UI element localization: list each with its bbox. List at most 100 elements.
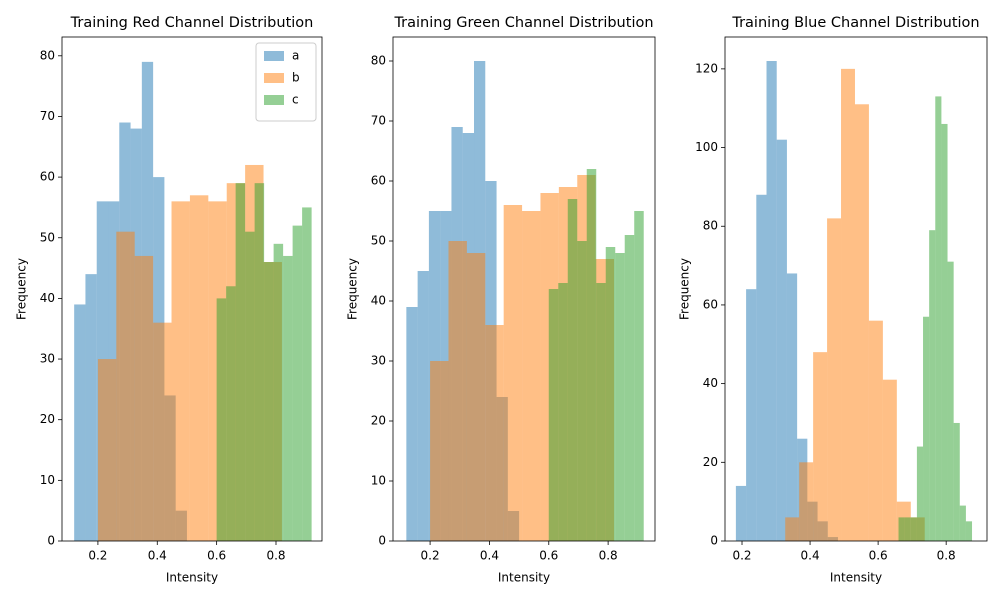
y-tick-label: 60 bbox=[703, 297, 718, 311]
y-tick-label: 120 bbox=[695, 61, 718, 75]
histogram-bar bbox=[503, 205, 523, 541]
legend-label: b bbox=[292, 71, 300, 85]
y-tick-label: 60 bbox=[40, 170, 55, 184]
axes-frame bbox=[61, 36, 323, 542]
y-tick-label: 0 bbox=[710, 534, 718, 548]
histogram-bar bbox=[85, 274, 97, 541]
y-tick-label: 50 bbox=[40, 230, 55, 244]
axes-frame bbox=[392, 36, 656, 542]
histogram-bar bbox=[953, 422, 960, 541]
histogram-bar bbox=[283, 255, 293, 541]
histogram-bar bbox=[868, 320, 883, 541]
x-axis-label: Intensity bbox=[166, 571, 218, 585]
histogram-bar bbox=[558, 283, 568, 541]
chart-title: Training Red Channel Distribution bbox=[70, 15, 314, 31]
x-tick-label: 0.8 bbox=[266, 549, 285, 563]
histogram-bar bbox=[756, 194, 767, 541]
histogram-bar bbox=[916, 446, 924, 541]
histogram-bar bbox=[735, 485, 747, 541]
histogram-bar bbox=[854, 104, 869, 541]
legend-swatch bbox=[264, 51, 284, 61]
histogram-bar bbox=[596, 283, 606, 541]
chart-title: Training Green Channel Distribution bbox=[393, 15, 653, 31]
histogram-bar bbox=[605, 247, 616, 541]
histogram-bar bbox=[799, 462, 814, 541]
histogram-bar bbox=[904, 517, 911, 541]
y-axis-label: Frequency bbox=[346, 258, 360, 320]
histogram-bar bbox=[417, 271, 429, 541]
histogram-bar bbox=[785, 517, 800, 541]
x-tick-label: 0.6 bbox=[539, 549, 558, 563]
chart-title: Training Blue Channel Distribution bbox=[731, 15, 979, 31]
x-axis-label: Intensity bbox=[498, 571, 550, 585]
histogram-bar bbox=[898, 517, 905, 541]
y-tick-label: 0 bbox=[378, 534, 386, 548]
histogram-bar bbox=[226, 286, 236, 541]
y-tick-label: 10 bbox=[40, 473, 55, 487]
x-tick-label: 0.2 bbox=[421, 549, 440, 563]
histogram-bar bbox=[189, 195, 209, 542]
x-tick-label: 0.4 bbox=[480, 549, 499, 563]
histogram-bar bbox=[171, 201, 190, 541]
histogram-bar bbox=[406, 307, 418, 541]
histogram-bar bbox=[216, 298, 227, 541]
plot-area bbox=[735, 61, 973, 542]
histogram-bar bbox=[116, 231, 135, 541]
histogram-bar bbox=[567, 199, 578, 541]
histogram-bar bbox=[74, 304, 86, 541]
histogram-bar bbox=[776, 139, 787, 541]
histogram-bar bbox=[235, 183, 246, 541]
histogram-bar bbox=[153, 322, 172, 541]
legend-swatch bbox=[264, 73, 284, 83]
histogram-bar bbox=[245, 231, 255, 541]
plot-area bbox=[406, 61, 644, 541]
legend-swatch bbox=[264, 95, 284, 105]
histogram-bar bbox=[766, 61, 777, 541]
x-tick-label: 0.8 bbox=[937, 549, 956, 563]
histogram-bar bbox=[548, 289, 559, 541]
histogram-bar bbox=[935, 96, 942, 541]
legend-label: a bbox=[292, 49, 299, 63]
x-tick-label: 0.6 bbox=[207, 549, 226, 563]
histogram-bar bbox=[841, 68, 855, 542]
y-tick-label: 80 bbox=[371, 54, 386, 68]
histogram-bar bbox=[624, 235, 635, 541]
histogram-bar bbox=[97, 359, 117, 541]
plot-area bbox=[74, 61, 312, 542]
x-tick-label: 0.8 bbox=[599, 549, 618, 563]
y-tick-label: 60 bbox=[371, 174, 386, 188]
x-tick-label: 0.4 bbox=[801, 549, 820, 563]
y-tick-label: 40 bbox=[40, 291, 55, 305]
histogram-bar bbox=[264, 262, 274, 541]
histogram-bar bbox=[448, 241, 467, 541]
histogram-bar bbox=[923, 316, 930, 541]
histogram-bar bbox=[947, 261, 954, 541]
histogram-bar bbox=[882, 379, 897, 541]
axes-frame bbox=[724, 36, 988, 542]
y-tick-label: 50 bbox=[371, 234, 386, 248]
y-tick-label: 40 bbox=[703, 376, 718, 390]
x-tick-label: 0.4 bbox=[148, 549, 167, 563]
histogram-bar bbox=[254, 183, 265, 541]
y-tick-label: 30 bbox=[40, 352, 55, 366]
y-tick-label: 20 bbox=[40, 412, 55, 426]
y-tick-label: 20 bbox=[703, 455, 718, 469]
histogram-bar bbox=[929, 230, 936, 541]
histogram-bar bbox=[586, 169, 597, 541]
x-tick-label: 0.2 bbox=[88, 549, 107, 563]
y-axis-label: Frequency bbox=[15, 258, 29, 320]
y-axis-label: Frequency bbox=[678, 258, 692, 320]
histogram-bar bbox=[430, 361, 449, 541]
x-tick-label: 0.6 bbox=[869, 549, 888, 563]
histogram-bar bbox=[466, 253, 486, 541]
histogram-bar bbox=[827, 218, 842, 541]
histogram-bar bbox=[813, 352, 828, 541]
histogram-bar bbox=[786, 273, 798, 541]
histogram-bar bbox=[941, 123, 948, 542]
y-tick-label: 70 bbox=[40, 109, 55, 123]
legend-label: c bbox=[292, 93, 299, 107]
histogram-bar bbox=[615, 253, 625, 541]
x-axis-label: Intensity bbox=[830, 571, 882, 585]
histogram-bar bbox=[959, 505, 966, 541]
